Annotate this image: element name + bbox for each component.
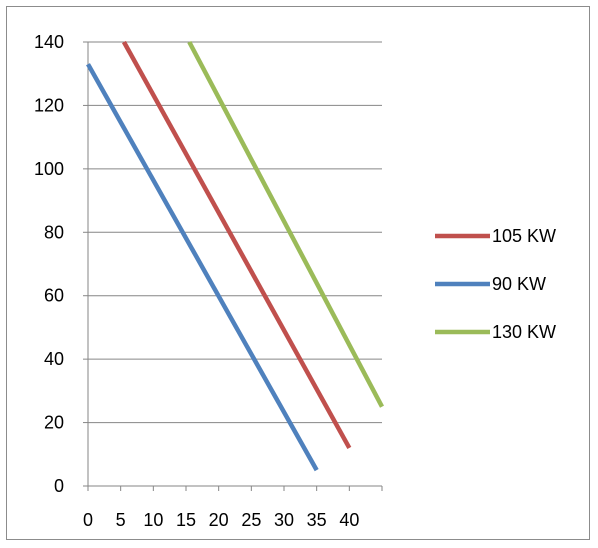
- x-tick-label: 5: [116, 510, 126, 530]
- series-line-0: [121, 40, 352, 450]
- y-axis-ticks: 0 20 40 60 80 100 120 140: [34, 32, 88, 496]
- x-tick-label: 40: [339, 510, 359, 530]
- x-tick-label: 20: [209, 510, 229, 530]
- series-line-2: [187, 40, 384, 408]
- legend-label: 90 KW: [492, 274, 546, 294]
- x-tick-label: 15: [176, 510, 196, 530]
- y-tick-label: 140: [34, 32, 64, 52]
- x-tick-label: 0: [83, 510, 93, 530]
- legend-label: 130 KW: [492, 322, 556, 342]
- y-tick-label: 40: [44, 349, 64, 369]
- y-tick-label: 20: [44, 413, 64, 433]
- series-lines: [86, 40, 384, 472]
- x-axis-ticks: 0 5 10 15 20 25 30 35 40: [83, 486, 383, 530]
- x-tick-label: 30: [274, 510, 294, 530]
- y-tick-label: 60: [44, 286, 64, 306]
- legend: 105 KW 90 KW 130 KW: [435, 226, 556, 342]
- x-tick-label: 10: [143, 510, 163, 530]
- series-line-1: [86, 63, 319, 472]
- y-tick-label: 120: [34, 95, 64, 115]
- y-tick-label: 0: [54, 476, 64, 496]
- y-tick-label: 80: [44, 222, 64, 242]
- x-tick-label: 35: [307, 510, 327, 530]
- x-tick-label: 25: [241, 510, 261, 530]
- axes: [87, 42, 382, 487]
- gridlines: [88, 41, 382, 424]
- y-tick-label: 100: [34, 159, 64, 179]
- legend-label: 105 KW: [492, 226, 556, 246]
